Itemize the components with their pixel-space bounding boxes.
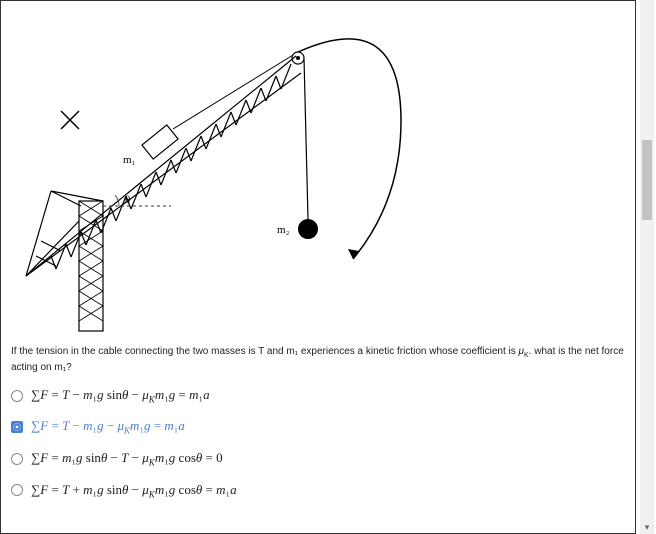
option-equation: ∑F = T + m₁g sinθ − μKm₁g cosθ = m₁a [31, 482, 237, 500]
m2-label: m₂ [277, 224, 290, 236]
radio-icon [11, 484, 23, 496]
radio-selected-icon: ⦿ [11, 421, 23, 433]
scroll-down-arrow[interactable]: ▾ [640, 520, 654, 534]
option-3[interactable]: ∑F = m₁g sinθ − T − μKm₁g cosθ = 0 [11, 450, 625, 468]
option-equation: ∑F = T − m₁g − μKm₁g = m₁a [31, 418, 185, 436]
theta-label: θ [125, 194, 130, 206]
option-2[interactable]: ⦿ ∑F = T − m₁g − μKm₁g = m₁a [11, 418, 625, 436]
option-equation: ∑F = m₁g sinθ − T − μKm₁g cosθ = 0 [31, 450, 223, 468]
radio-icon [11, 453, 23, 465]
vertical-scrollbar[interactable]: ▾ [640, 0, 654, 534]
crane-diagram: m₁ m₂ θ [1, 1, 635, 341]
radio-icon [11, 390, 23, 402]
options-list: ∑F = T − m₁g sinθ − μKm₁g = m₁a ⦿ ∑F = T… [1, 383, 635, 517]
question-panel: m₁ m₂ θ If the tension in the cable conn… [0, 0, 636, 534]
question-part1: If the tension in the cable connecting t… [11, 346, 519, 357]
scroll-thumb[interactable] [642, 140, 652, 220]
diagram-svg: m₁ m₂ θ [1, 1, 637, 341]
m1-label: m₁ [123, 154, 136, 166]
option-1[interactable]: ∑F = T − m₁g sinθ − μKm₁g = m₁a [11, 387, 625, 405]
option-equation: ∑F = T − m₁g sinθ − μKm₁g = m₁a [31, 387, 210, 405]
question-text: If the tension in the cable connecting t… [1, 341, 635, 383]
option-4[interactable]: ∑F = T + m₁g sinθ − μKm₁g cosθ = m₁a [11, 482, 625, 500]
